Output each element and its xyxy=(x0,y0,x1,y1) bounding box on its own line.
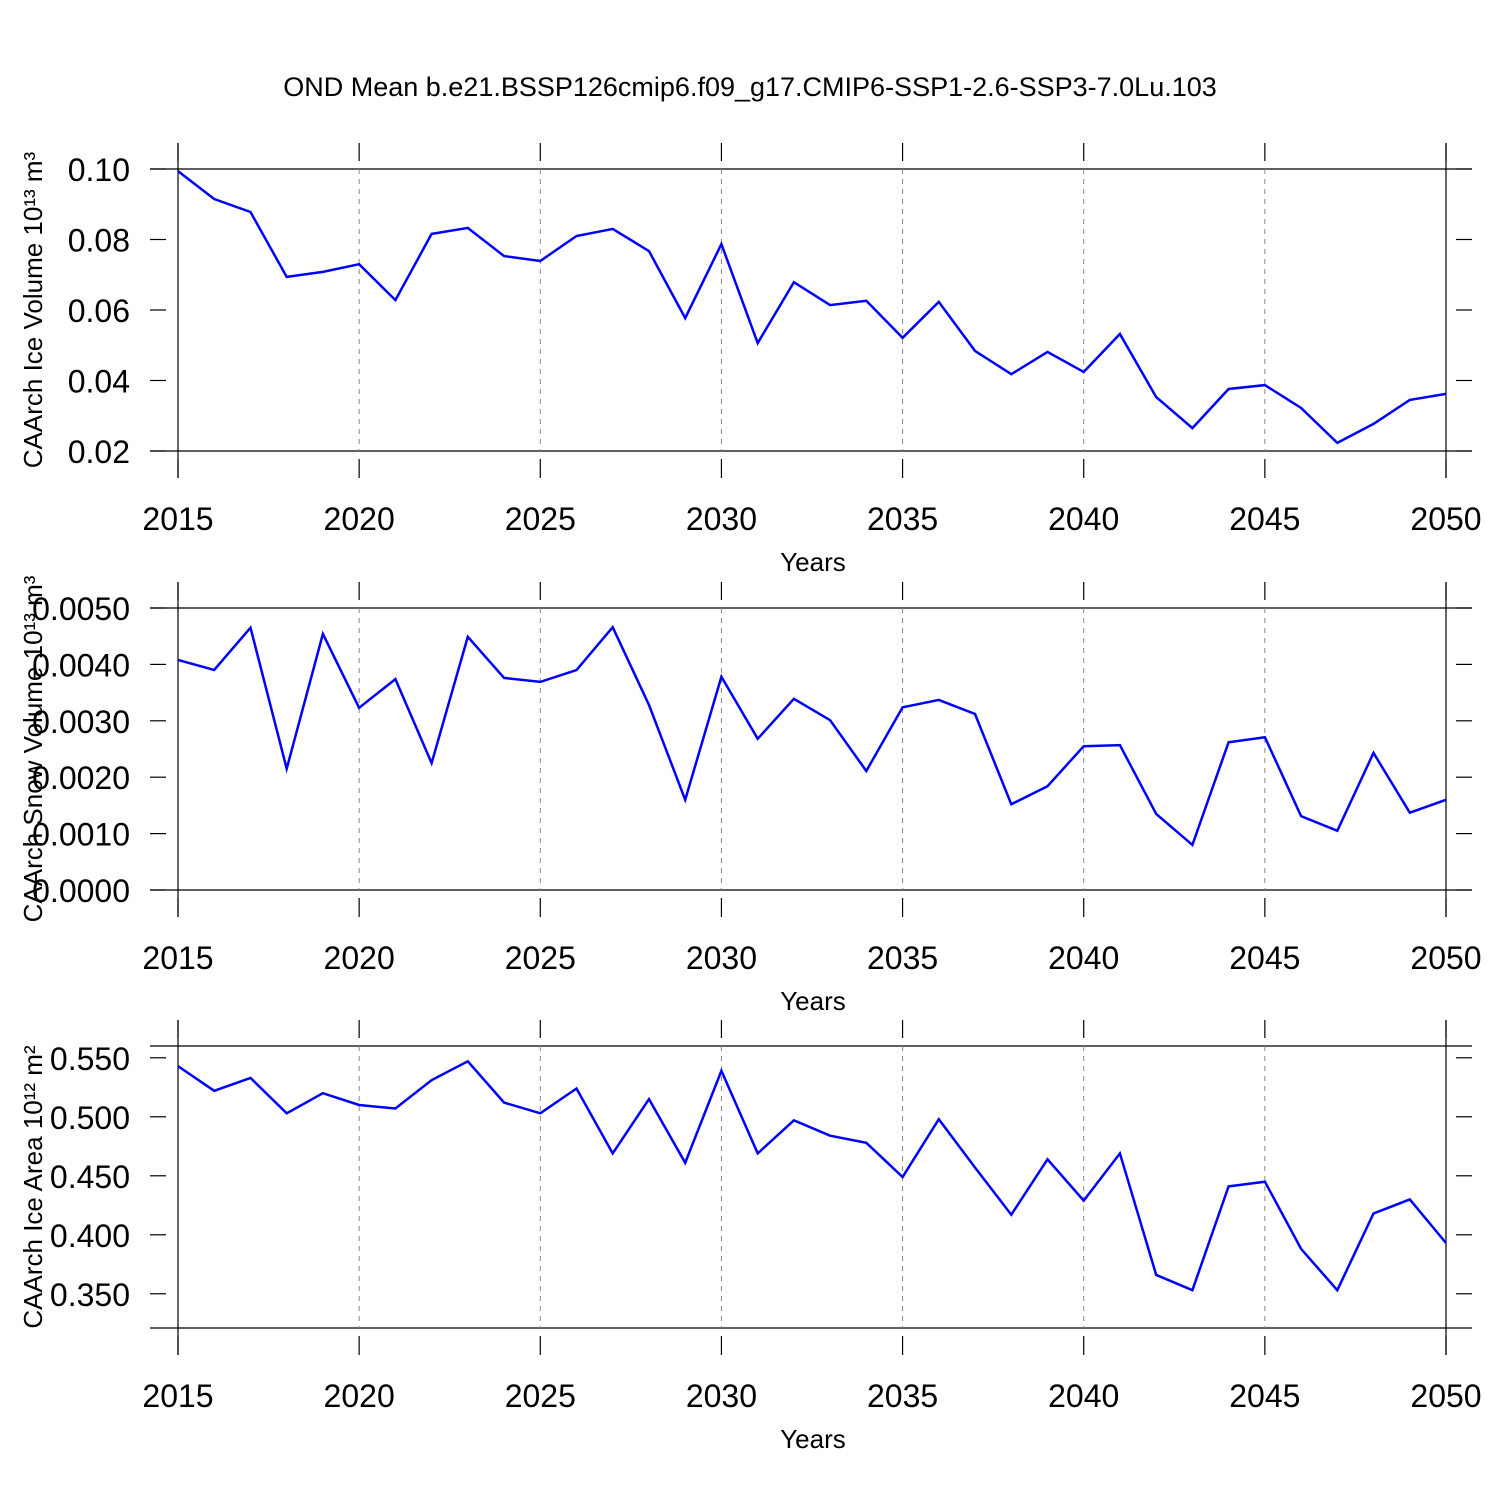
y-tick-label: 0.400 xyxy=(50,1218,130,1254)
y-axis-label: CAArch Ice Volume 10¹³ m³ xyxy=(18,151,48,468)
y-tick-label: 0.350 xyxy=(50,1277,130,1313)
y-tick-label: 0.0010 xyxy=(32,817,130,853)
x-tick-label: 2030 xyxy=(686,940,757,976)
x-tick-label: 2025 xyxy=(505,501,576,537)
y-tick-label: 0.04 xyxy=(68,364,130,400)
y-tick-label: 0.550 xyxy=(50,1041,130,1077)
y-tick-label: 0.0040 xyxy=(32,647,130,683)
y-tick-label: 0.0030 xyxy=(32,704,130,740)
y-tick-label: 0.06 xyxy=(68,293,130,329)
x-tick-label: 2040 xyxy=(1048,940,1119,976)
x-tick-label: 2035 xyxy=(867,1378,938,1414)
y-tick-label: 0.0020 xyxy=(32,760,130,796)
x-tick-label: 2015 xyxy=(142,501,213,537)
y-tick-label: 0.500 xyxy=(50,1100,130,1136)
x-tick-label: 2030 xyxy=(686,501,757,537)
x-tick-label: 2045 xyxy=(1229,1378,1300,1414)
data-line xyxy=(177,624,1447,848)
y-tick-label: 0.08 xyxy=(68,223,130,259)
y-tick-label: 0.02 xyxy=(68,434,130,470)
x-tick-label: 2035 xyxy=(867,501,938,537)
y-axis-label: CAArch Snow Volume 10¹³ m³ xyxy=(18,575,48,922)
x-tick-label: 2050 xyxy=(1410,1378,1481,1414)
x-tick-label: 2020 xyxy=(324,940,395,976)
x-tick-label: 2050 xyxy=(1410,501,1481,537)
y-tick-label: 0.450 xyxy=(50,1159,130,1195)
y-tick-label: 0.0000 xyxy=(32,873,130,909)
y-tick-label: 0.0050 xyxy=(32,591,130,627)
x-tick-label: 2030 xyxy=(686,1378,757,1414)
x-tick-label: 2040 xyxy=(1048,501,1119,537)
x-tick-label: 2045 xyxy=(1229,940,1300,976)
x-tick-label: 2050 xyxy=(1410,940,1481,976)
x-tick-label: 2025 xyxy=(505,940,576,976)
x-tick-label: 2015 xyxy=(142,1378,213,1414)
x-tick-label: 2020 xyxy=(324,1378,395,1414)
x-tick-label: 2045 xyxy=(1229,501,1300,537)
data-line xyxy=(177,1059,1447,1293)
x-axis-label: Years xyxy=(780,547,846,577)
x-tick-label: 2025 xyxy=(505,1378,576,1414)
x-axis-label: Years xyxy=(780,986,846,1016)
chart-title: OND Mean b.e21.BSSP126cmip6.f09_g17.CMIP… xyxy=(283,72,1217,102)
x-axis-label: Years xyxy=(780,1424,846,1454)
y-tick-label: 0.10 xyxy=(68,152,130,188)
x-tick-label: 2035 xyxy=(867,940,938,976)
x-tick-label: 2020 xyxy=(324,501,395,537)
data-line xyxy=(177,170,1447,445)
x-tick-label: 2015 xyxy=(142,940,213,976)
y-axis-label: CAArch Ice Area 10¹² m² xyxy=(18,1045,48,1329)
x-tick-label: 2040 xyxy=(1048,1378,1119,1414)
